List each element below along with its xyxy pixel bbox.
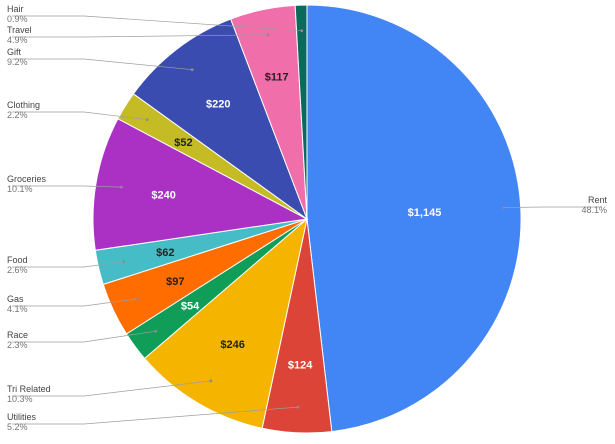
leader-line-utilities	[12, 406, 299, 425]
slice-value-rent: $1,145	[408, 207, 442, 219]
slice-value-race: $54	[181, 301, 200, 313]
leader-line-food	[12, 261, 124, 268]
slice-groceries[interactable]	[92, 118, 309, 251]
label-clothing: Clothing	[7, 100, 40, 110]
label-percent-rent: 48.1%	[581, 205, 607, 215]
slice-rent[interactable]	[306, 4, 522, 433]
label-race: Race	[7, 330, 28, 340]
leader-line-groceries	[12, 185, 122, 188]
label-rent: Rent	[588, 195, 608, 205]
slice-gift[interactable]	[132, 18, 309, 221]
slice-tri-related[interactable]	[143, 217, 308, 429]
label-percent-race: 2.3%	[7, 340, 28, 350]
label-food: Food	[7, 255, 28, 265]
label-percent-utilities: 5.2%	[7, 422, 28, 432]
label-percent-travel: 4.9%	[7, 35, 28, 45]
label-percent-groceries: 10.1%	[7, 184, 33, 194]
label-groceries: Groceries	[7, 174, 47, 184]
label-travel: Travel	[7, 25, 32, 35]
label-percent-gift: 9.2%	[7, 57, 28, 67]
label-tri-related: Tri Related	[7, 384, 51, 394]
leader-dot-travel	[266, 33, 270, 37]
slice-value-gas: $97	[166, 276, 184, 288]
label-percent-food: 2.6%	[7, 265, 28, 275]
leader-dot-race	[154, 329, 158, 333]
slice-value-groceries: $240	[151, 189, 175, 201]
leader-line-rent	[503, 206, 602, 208]
leader-line-gift	[12, 58, 193, 71]
leader-line-gas	[12, 298, 137, 307]
label-percent-tri-related: 10.3%	[7, 394, 33, 404]
label-gas: Gas	[7, 294, 24, 304]
slice-hair[interactable]	[294, 4, 308, 220]
label-utilities: Utilities	[7, 412, 37, 422]
leader-line-race	[12, 330, 156, 343]
slice-value-utilities: $124	[288, 359, 313, 371]
slice-value-gift: $220	[206, 99, 230, 111]
label-percent-hair: 0.9%	[7, 14, 28, 24]
leader-dot-gift	[190, 68, 194, 72]
label-percent-gas: 4.1%	[7, 304, 28, 314]
leader-line-clothing	[12, 111, 148, 120]
label-gift: Gift	[7, 47, 22, 57]
slice-value-travel: $117	[265, 72, 289, 84]
label-percent-clothing: 2.2%	[7, 110, 28, 120]
leader-dot-tri-related	[209, 379, 213, 383]
leader-line-travel	[12, 34, 268, 38]
slice-value-clothing: $52	[174, 137, 192, 149]
slice-value-food: $62	[156, 247, 174, 259]
leader-line-hair	[12, 15, 302, 32]
slice-value-tri-related: $246	[220, 339, 244, 351]
leader-line-tri-related	[12, 380, 211, 397]
label-hair: Hair	[7, 4, 24, 14]
